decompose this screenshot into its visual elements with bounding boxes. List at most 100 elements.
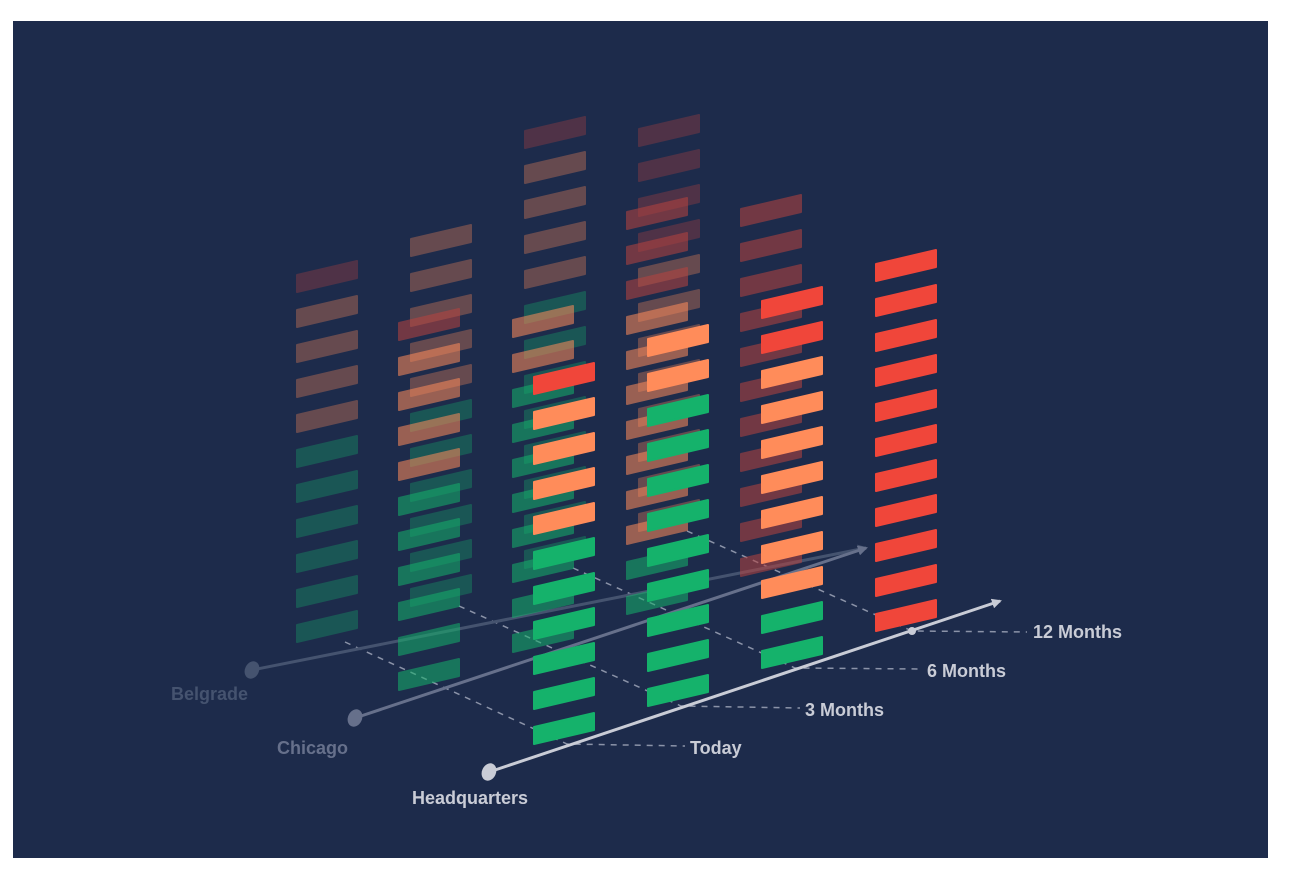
segment-orange [761,426,823,459]
segment-orange [533,432,595,465]
segment-green [533,677,595,710]
segment-red [875,354,937,387]
segment-green [398,623,460,656]
guide-3-months [458,605,801,709]
stack-headquarters-3-months [647,324,709,707]
segment-green [647,604,709,637]
segment-orange [533,397,595,430]
segment-green [761,601,823,634]
diagram-background [13,21,1268,858]
segment-green [296,610,358,643]
stack-headquarters-6-months [761,286,823,669]
segment-red [398,308,460,341]
segment-red [875,319,937,352]
segment-red [740,194,802,227]
segment-green [647,639,709,672]
guide-today [344,641,686,747]
segment-red [524,116,586,149]
segment-green [647,394,709,427]
segment-orange [296,365,358,398]
segment-orange [761,391,823,424]
segment-red [875,284,937,317]
segment-red [875,389,937,422]
guide-6-months [572,567,921,670]
segment-red [875,529,937,562]
segment-green [296,575,358,608]
stack-headquarters-12-months [875,249,937,632]
segment-orange [761,531,823,564]
segment-orange [626,302,688,335]
timeframe-label-today: Today [690,738,742,758]
segment-red [740,229,802,262]
segment-orange [296,295,358,328]
segment-red [533,362,595,395]
segment-orange [512,305,574,338]
stack-chicago-today [398,308,460,691]
segment-green [533,572,595,605]
segment-orange [647,324,709,357]
segment-red [296,260,358,293]
segment-green [398,588,460,621]
segment-orange [533,467,595,500]
segment-orange [410,259,472,292]
segment-green [647,464,709,497]
segment-green [533,642,595,675]
axis-origin-headquarters [481,763,497,781]
segment-orange [761,356,823,389]
stack-belgrade-today [296,260,358,643]
segment-orange [398,343,460,376]
segment-orange [524,151,586,184]
segment-green [647,499,709,532]
segment-green [398,553,460,586]
segment-green [398,483,460,516]
timeframe-label-3-months: 3 Months [805,700,884,720]
segment-red [626,232,688,265]
segment-red [875,599,937,632]
segment-green [398,658,460,691]
axis-headquarters [488,598,1002,774]
segment-orange [533,502,595,535]
segment-orange [524,256,586,289]
segment-red [875,424,937,457]
segment-orange [398,378,460,411]
segment-red [626,197,688,230]
segment-orange [647,359,709,392]
segment-orange [398,413,460,446]
segment-red [761,286,823,319]
segment-orange [524,221,586,254]
segment-red [875,459,937,492]
stacks [296,114,937,745]
segment-orange [524,186,586,219]
segment-orange [398,448,460,481]
segment-orange [410,224,472,257]
segment-red [875,249,937,282]
location-label-chicago: Chicago [277,738,348,758]
segment-green [533,712,595,745]
segment-green [296,540,358,573]
guide-12-months [686,530,1028,633]
segment-green [647,534,709,567]
segment-red [875,564,937,597]
segment-orange [296,330,358,363]
segment-red [740,264,802,297]
axis-origin-chicago [347,709,363,727]
stack-belgrade-3-months [410,224,472,607]
segment-green [296,470,358,503]
location-axes [244,544,1002,781]
segment-red [638,149,700,182]
timeframe-label-12-months: 12 Months [1033,622,1122,642]
segment-red [875,494,937,527]
stack-headquarters-today [533,362,595,745]
segment-green [647,674,709,707]
segment-orange [761,566,823,599]
location-label-headquarters: Headquarters [412,788,528,808]
timeframe-label-6-months: 6 Months [927,661,1006,681]
axis-origin-belgrade [244,661,260,679]
segment-orange [761,496,823,529]
segment-green [533,607,595,640]
segment-green [647,429,709,462]
segment-green [533,537,595,570]
segment-green [296,505,358,538]
segment-orange [512,340,574,373]
